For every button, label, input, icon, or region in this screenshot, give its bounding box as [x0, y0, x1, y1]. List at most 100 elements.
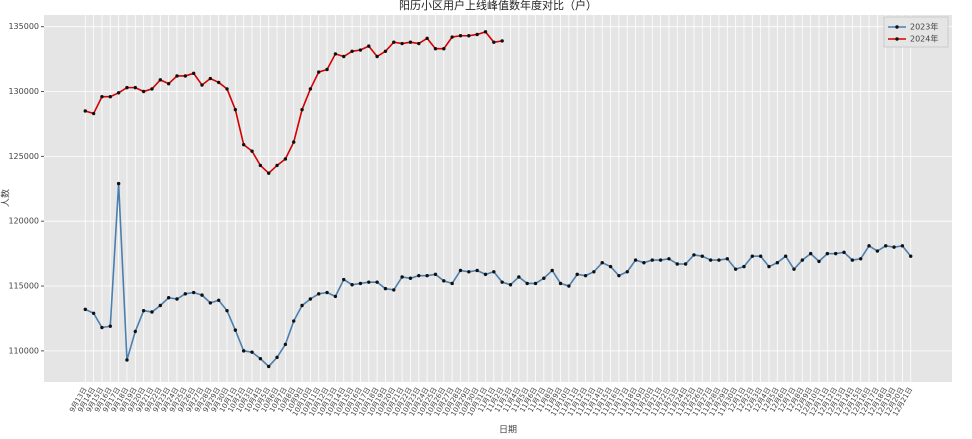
data-point: [125, 85, 129, 90]
data-point: [367, 44, 371, 48]
data-point: [250, 149, 254, 153]
data-point: [467, 270, 471, 274]
data-point: [567, 284, 571, 288]
data-point: [275, 355, 279, 360]
data-point: [267, 364, 271, 369]
data-point: [175, 297, 179, 301]
data-point: [542, 276, 546, 280]
data-point: [800, 258, 805, 262]
data-point: [792, 267, 796, 271]
data-point: [825, 251, 830, 256]
data-point: [733, 267, 738, 271]
data-point: [100, 325, 104, 330]
data-point: [508, 283, 513, 287]
data-point: [358, 281, 363, 286]
series-line: [84, 183, 912, 368]
data-point: [517, 275, 521, 279]
data-point: [133, 85, 138, 90]
data-point: [458, 268, 463, 273]
data-point: [292, 319, 296, 323]
data-point: [133, 329, 138, 334]
data-point: [833, 251, 838, 256]
data-point: [550, 268, 554, 273]
x-axis-label: 日期: [499, 425, 517, 436]
data-point: [350, 49, 354, 54]
data-point: [283, 342, 288, 347]
data-point: [342, 277, 346, 282]
data-point: [91, 311, 96, 315]
data-point: [233, 107, 238, 112]
data-point: [300, 107, 304, 112]
data-point: [375, 54, 379, 59]
data-point: [458, 34, 463, 38]
data-point: [475, 32, 479, 37]
data-point: [258, 163, 263, 168]
data-point: [191, 71, 196, 76]
data-point: [608, 264, 613, 269]
data-point: [358, 48, 363, 52]
data-point: [783, 254, 788, 258]
data-point: [617, 273, 621, 278]
data-point: [108, 94, 112, 99]
data-point: [150, 310, 154, 314]
data-point: [317, 70, 321, 74]
data-point: [116, 91, 121, 95]
data-point: [208, 76, 213, 81]
y-tick-label: 130000: [8, 87, 39, 96]
data-point: [367, 280, 371, 284]
data-point: [208, 301, 213, 305]
y-axis-label: 人数: [0, 189, 12, 207]
data-point: [417, 273, 421, 278]
data-point: [166, 82, 171, 86]
data-point: [216, 80, 221, 85]
data-point: [642, 260, 646, 265]
data-point: [150, 87, 154, 91]
data-point: [183, 292, 188, 296]
legend-label: 2024年: [910, 34, 938, 44]
data-point: [683, 262, 688, 266]
data-point: [158, 78, 163, 82]
data-point: [191, 290, 196, 295]
data-point: [808, 251, 813, 256]
y-tick-label: 120000: [8, 217, 39, 226]
data-point: [483, 272, 488, 277]
data-point: [625, 270, 629, 274]
data-point: [325, 290, 329, 295]
data-point: [658, 258, 663, 262]
data-point: [842, 250, 846, 255]
data-point: [583, 273, 588, 278]
data-point: [308, 87, 313, 91]
data-point: [383, 286, 388, 291]
data-point: [350, 283, 354, 287]
data-point: [600, 260, 604, 265]
data-point: [817, 259, 821, 264]
data-point: [742, 264, 746, 269]
data-point: [425, 273, 429, 278]
data-point: [767, 264, 771, 269]
data-point: [408, 40, 413, 44]
data-point: [183, 74, 188, 78]
data-point: [558, 281, 563, 286]
data-point: [433, 47, 438, 51]
data-point: [241, 142, 246, 147]
y-tick-label: 115000: [8, 282, 39, 291]
data-point: [909, 254, 913, 258]
data-point: [258, 356, 263, 361]
data-point: [108, 324, 112, 328]
data-point: [141, 89, 146, 94]
chart-title: 阳历小区用户上线峰值数年度对比（户）: [399, 0, 597, 12]
data-point: [200, 293, 204, 297]
data-point: [850, 258, 855, 262]
data-point: [675, 262, 679, 266]
data-point: [275, 163, 279, 168]
data-point: [592, 270, 596, 274]
data-point: [250, 350, 254, 354]
data-point: [667, 257, 671, 261]
y-tick-label: 125000: [8, 152, 39, 161]
data-point: [467, 34, 471, 38]
data-point: [525, 281, 529, 286]
data-point: [884, 244, 888, 248]
data-point: [433, 272, 438, 277]
data-point: [225, 87, 229, 91]
